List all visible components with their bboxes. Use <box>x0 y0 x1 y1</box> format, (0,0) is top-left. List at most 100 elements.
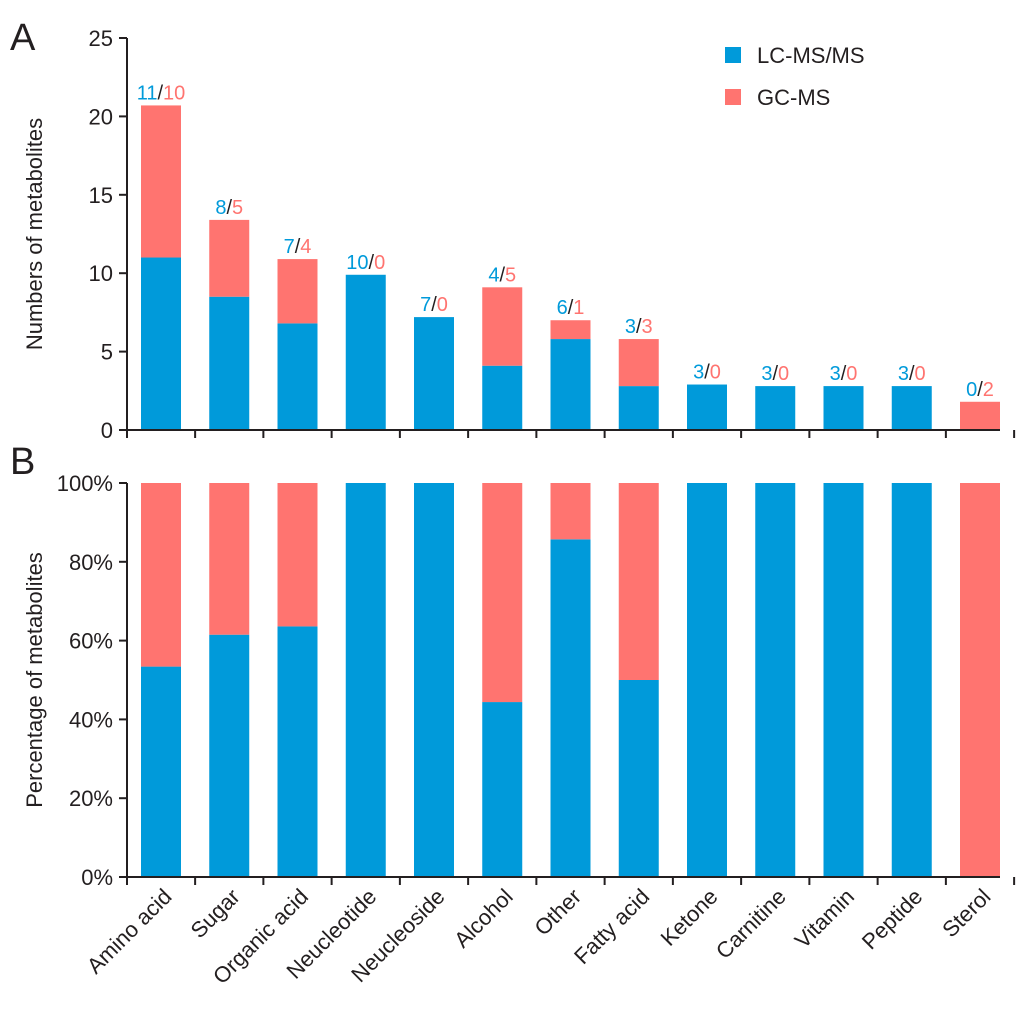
panel-b-bar-lc-4 <box>414 483 454 877</box>
category-label-1: Sugar <box>186 884 245 943</box>
data-label-lc: 3 <box>625 316 636 338</box>
data-label-gc: 0 <box>915 363 926 385</box>
data-label-gc: 3 <box>642 316 653 338</box>
panel-a-bar-gc-2 <box>277 259 318 324</box>
panel-a-data-label-8: 3/0 <box>693 362 721 384</box>
category-label-8: Ketone <box>656 884 723 951</box>
category-label-5: Alcohol <box>449 884 518 953</box>
data-label-lc: 7 <box>284 236 295 258</box>
data-label-gc: 0 <box>778 363 789 385</box>
panel-a-bar-lc-1 <box>209 296 250 430</box>
panel-b-bar-lc-8 <box>687 483 727 877</box>
panel-a-y-tick-label-3: 15 <box>89 183 113 208</box>
panel-b-bar-lc-11 <box>891 483 932 877</box>
category-label-9: Carnitine <box>711 884 791 964</box>
panel-a-bar-lc-5 <box>482 365 523 430</box>
panel-a-data-label-11: 3/0 <box>898 363 926 385</box>
panel-a-bar-lc-2 <box>277 323 318 430</box>
panel-a-data-label-1: 8/5 <box>215 197 243 219</box>
panel-b-bar-gc-1 <box>209 483 250 635</box>
panel-b-y-tick-label-1: 20% <box>69 786 113 811</box>
category-label-6: Other <box>529 884 586 941</box>
data-label-separator: / <box>909 363 915 385</box>
panel-b-plot: 0% 20% 40% 60% 80% 100% <box>57 471 1016 890</box>
panel-b-bar-gc-12 <box>960 483 1000 877</box>
panel-b-y-axis-label: Percentage of metabolites <box>22 552 47 808</box>
panel-b-bar-lc-7 <box>618 680 659 877</box>
data-label-separator: / <box>568 297 574 319</box>
panel-a-bar-lc-8 <box>687 384 727 430</box>
data-label-gc: 0 <box>710 362 721 384</box>
panel-b-y-tick-label-0: 0% <box>81 865 113 890</box>
panel-b-bar-lc-3 <box>345 483 386 877</box>
category-label-12: Sterol <box>937 884 995 942</box>
data-label-gc: 5 <box>232 197 243 219</box>
panel-a-bar-gc-6 <box>550 320 591 340</box>
panel-a-data-label-4: 7/0 <box>420 294 448 316</box>
panel-a-bar-lc-3 <box>345 274 386 430</box>
panel-b-y-tick-label-5: 100% <box>57 471 113 496</box>
panel-a-y-tick-label-2: 10 <box>89 261 113 286</box>
legend: LC-MS/MS GC-MS <box>725 43 865 110</box>
data-label-gc: 1 <box>573 297 584 319</box>
panel-a-bar-lc-9 <box>755 386 796 430</box>
data-label-separator: / <box>157 82 163 104</box>
panel-b-bar-lc-1 <box>209 634 250 877</box>
panel-a-data-label-10: 3/0 <box>830 363 858 385</box>
data-label-gc: 0 <box>846 363 857 385</box>
panel-a-bar-lc-7 <box>618 386 659 430</box>
panel-a-y-tick-label-4: 20 <box>89 104 113 129</box>
data-label-lc: 3 <box>761 363 772 385</box>
data-label-lc: 7 <box>420 294 431 316</box>
data-label-separator: / <box>772 363 778 385</box>
category-label-10: Vitamin <box>790 884 859 953</box>
data-label-separator: / <box>977 379 983 401</box>
data-label-lc: 3 <box>830 363 841 385</box>
panel-b-y-tick-label-2: 40% <box>69 707 113 732</box>
panel-a-y-tick-label-1: 5 <box>101 340 113 365</box>
panel-b-bar-lc-9 <box>755 483 796 877</box>
data-label-separator: / <box>704 362 710 384</box>
data-label-separator: / <box>295 236 301 258</box>
panel-a-data-label-2: 7/4 <box>284 236 312 258</box>
panel-a-y-axis-label: Numbers of metabolites <box>22 118 47 350</box>
legend-label-lc: LC-MS/MS <box>757 43 865 68</box>
legend-swatch-gc <box>725 89 741 105</box>
panel-a-bar-lc-11 <box>891 386 932 430</box>
panel-a-y-tick-label-5: 25 <box>89 26 113 51</box>
data-label-separator: / <box>841 363 847 385</box>
panel-b-bar-lc-6 <box>550 539 591 877</box>
panel-a-data-label-5: 4/5 <box>488 264 516 286</box>
panel-a-data-label-12: 0/2 <box>966 379 994 401</box>
panel-b-y-tick-label-3: 60% <box>69 629 113 654</box>
data-label-gc: 2 <box>983 379 994 401</box>
panel-b-bar-lc-0 <box>141 666 181 877</box>
panel-a-data-label-0: 11/10 <box>137 82 186 104</box>
data-label-separator: / <box>431 294 437 316</box>
panel-b-bar-lc-2 <box>277 626 318 877</box>
panel-a-data-label-7: 3/3 <box>625 316 653 338</box>
panel-a-bar-lc-0 <box>141 257 181 430</box>
panel-a-plot: 11/108/57/410/07/04/56/13/33/0 3/0 3/0 3/00… <box>89 26 1016 443</box>
panel-b-bar-gc-5 <box>482 483 523 703</box>
data-label-gc: 0 <box>437 294 448 316</box>
data-label-lc: 6 <box>557 297 568 319</box>
panel-letter-b: B <box>10 441 35 483</box>
category-label-7: Fatty acid <box>569 884 654 969</box>
data-label-lc: 3 <box>693 362 704 384</box>
panel-a-bar-lc-4 <box>414 317 454 430</box>
panel-b-bar-gc-2 <box>277 483 318 627</box>
category-label-11: Peptide <box>857 884 927 954</box>
category-label-0: Amino acid <box>82 884 177 979</box>
data-label-lc: 8 <box>215 197 226 219</box>
data-label-gc: 10 <box>163 82 185 104</box>
data-label-gc: 0 <box>374 252 385 274</box>
data-label-separator: / <box>226 197 232 219</box>
data-label-lc: 11 <box>137 82 158 104</box>
panel-b-bar-gc-6 <box>550 483 591 540</box>
data-label-lc: 10 <box>346 252 368 274</box>
panel-a-data-label-9: 3/0 <box>761 363 789 385</box>
